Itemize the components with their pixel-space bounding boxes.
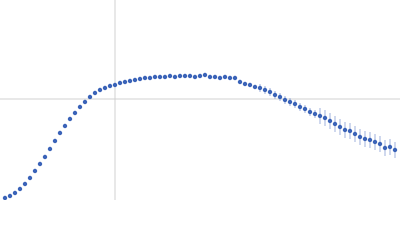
data-point: [337, 124, 343, 130]
data-point: [117, 80, 123, 86]
data-point: [27, 175, 33, 181]
data-point: [392, 147, 398, 153]
data-point: [272, 92, 278, 98]
data-point: [217, 75, 223, 81]
data-point: [2, 195, 8, 200]
data-point: [207, 74, 213, 80]
data-point: [297, 104, 303, 110]
data-point: [102, 85, 108, 91]
data-point: [317, 113, 323, 119]
data-point: [307, 109, 313, 115]
data-point: [132, 77, 138, 83]
data-point: [382, 145, 388, 151]
data-point: [37, 161, 43, 167]
data-point: [32, 168, 38, 174]
data-point: [367, 137, 373, 143]
chart: [0, 0, 400, 200]
data-point: [357, 134, 363, 140]
data-point: [342, 127, 348, 133]
data-point: [312, 111, 318, 117]
data-point: [122, 79, 128, 85]
page: {"chart_data": {"type": "scatter", "colo…: [0, 0, 400, 200]
data-point: [112, 82, 118, 88]
data-point: [187, 73, 193, 79]
data-point: [362, 136, 368, 142]
data-point: [62, 123, 68, 129]
data-point: [157, 74, 163, 80]
data-point: [142, 75, 148, 81]
data-point: [82, 99, 88, 105]
data-point: [172, 74, 178, 80]
data-point: [52, 138, 58, 144]
data-point: [252, 84, 258, 90]
data-point: [42, 154, 48, 160]
data-point: [177, 73, 183, 79]
data-point: [242, 81, 248, 87]
data-point: [347, 128, 353, 134]
data-point: [282, 97, 288, 103]
data-point: [237, 79, 243, 85]
data-point: [7, 193, 13, 199]
data-point: [292, 101, 298, 107]
data-point: [87, 94, 93, 100]
data-point: [222, 74, 228, 80]
data-point: [57, 130, 63, 136]
data-point: [107, 83, 113, 89]
data-point: [152, 74, 158, 80]
data-point: [137, 76, 143, 82]
data-point: [147, 75, 153, 81]
data-point: [12, 190, 18, 196]
data-point: [202, 72, 208, 78]
data-point: [192, 74, 198, 80]
data-point: [197, 73, 203, 79]
data-point: [257, 85, 263, 91]
data-point: [97, 87, 103, 93]
data-point: [67, 116, 73, 122]
data-point: [302, 106, 308, 112]
data-point: [72, 110, 78, 116]
data-point: [77, 104, 83, 110]
data-point: [22, 181, 28, 187]
data-point: [17, 186, 23, 192]
data-point: [267, 89, 273, 95]
data-point: [162, 74, 168, 80]
data-point: [167, 73, 173, 79]
data-point: [127, 78, 133, 84]
data-point: [372, 139, 378, 145]
data-point: [212, 74, 218, 80]
data-point: [377, 141, 383, 147]
data-point: [92, 90, 98, 96]
data-point: [262, 87, 268, 93]
data-point: [352, 131, 358, 137]
data-point: [387, 144, 393, 150]
data-point: [227, 75, 233, 81]
data-point: [182, 73, 188, 79]
data-point: [322, 115, 328, 121]
data-point: [47, 146, 53, 152]
data-point: [327, 118, 333, 124]
data-point: [287, 99, 293, 105]
data-point: [232, 75, 238, 81]
data-point: [247, 82, 253, 88]
data-point: [332, 121, 338, 127]
data-point: [277, 94, 283, 100]
